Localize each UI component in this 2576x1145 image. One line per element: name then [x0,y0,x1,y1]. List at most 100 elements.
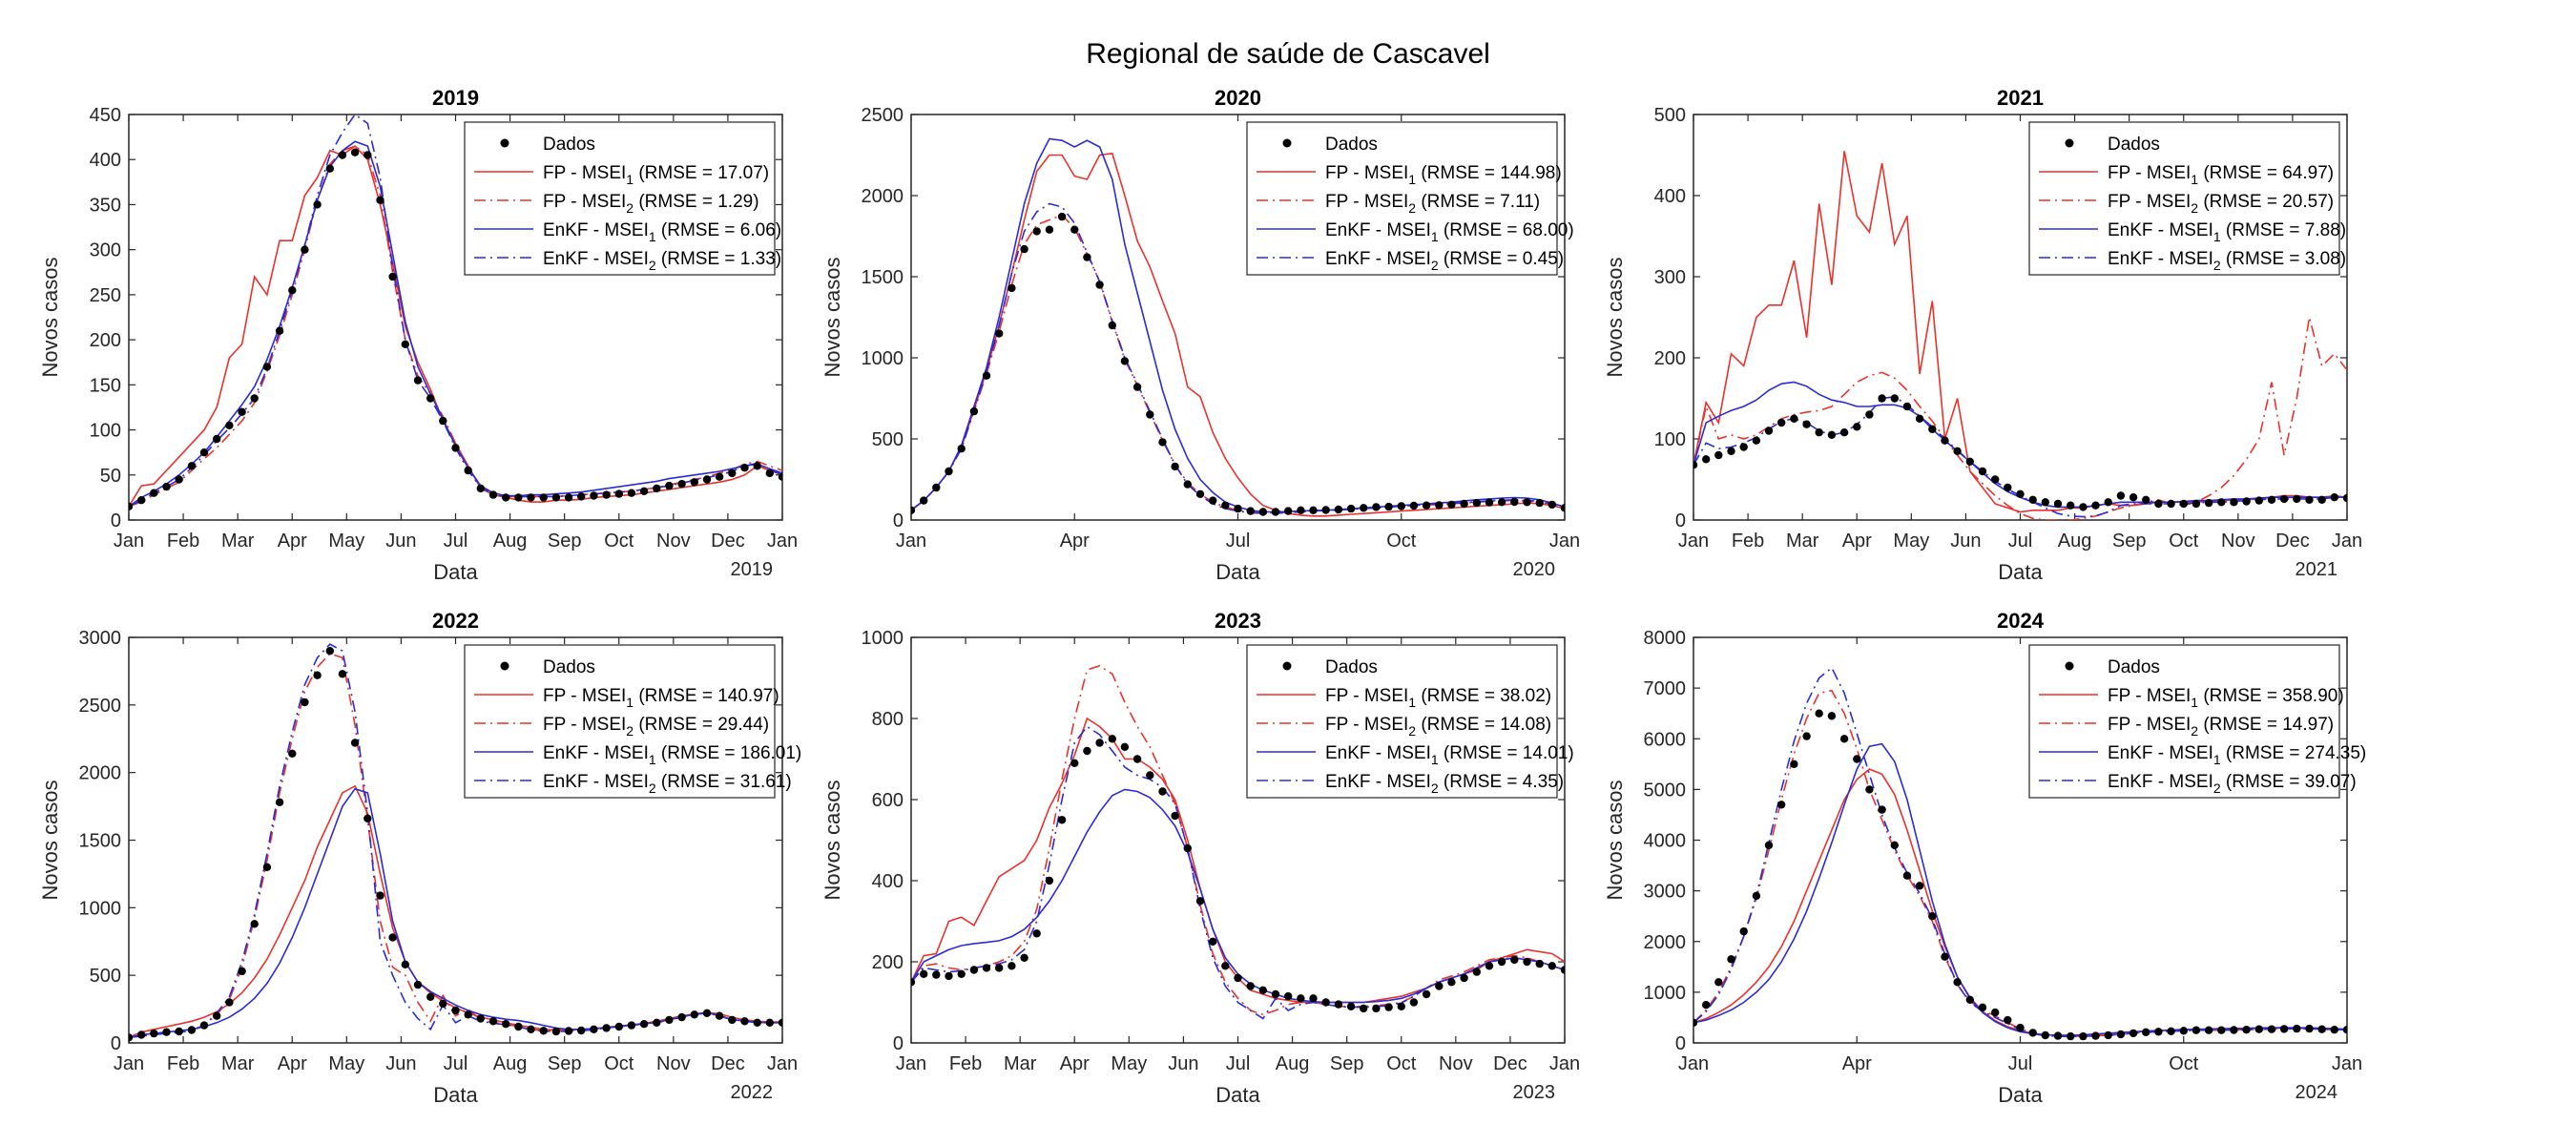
y-tick-label: 4000 [1644,831,1687,852]
data-point [2230,498,2238,507]
data-point [957,969,966,978]
data-point [313,200,322,209]
data-point [2230,1026,2238,1034]
data-point [753,462,761,470]
y-tick-label: 3000 [79,628,122,649]
legend: Dados FP - MSEI1 (RMSE = 38.02) FP - MSEI2… [1246,644,1574,799]
y-tick-label: 0 [111,510,121,531]
data-point [129,1033,134,1042]
data-point [602,1024,611,1032]
legend-label: Dados [1325,135,1378,155]
data-point [1360,1004,1368,1013]
legend-label: FP - MSEI1 (RMSE = 17.07) [543,163,769,187]
data-point [969,406,979,416]
data-point [199,448,209,457]
data-point [238,967,246,976]
data-point [2293,494,2301,504]
data-point [577,492,586,501]
data-point [1941,952,1949,961]
y-tick-label: 400 [90,150,121,171]
data-point [288,286,297,295]
data-point [325,647,334,656]
y-tick-label: 400 [872,871,904,892]
data-point [2317,495,2326,504]
y-tick-label: 6000 [1644,729,1687,750]
y-tick-label: 2000 [1644,932,1687,953]
data-point [2154,499,2163,509]
data-point [677,1012,686,1022]
data-point [1221,501,1230,510]
legend-label: Dados [543,657,595,677]
data-point [1271,989,1280,999]
data-point [1221,962,1230,970]
y-axis-label: Novos casos [1603,258,1627,378]
series-line-2 [911,664,1565,1016]
data-point [969,966,979,974]
data-point [665,1015,674,1025]
data-point [2091,1031,2100,1040]
panel-title: 2023 [1215,609,1261,633]
data-point [1777,418,1786,427]
x-axis-label: Data [1998,560,2043,584]
data-point [1334,505,1343,514]
panel-title: 2024 [1997,609,2045,633]
data-point [1827,712,1837,720]
legend-box [1246,121,1558,276]
data-point [1953,447,1962,455]
data-point [1560,504,1565,512]
data-point [577,1026,586,1035]
data-point [551,493,561,502]
legend-label: EnKF - MSEI2 (RMSE = 3.08) [2108,249,2346,273]
data-point [1209,496,1217,505]
data-point [690,478,698,487]
data-point [2028,1029,2037,1037]
data-point [602,490,611,499]
y-tick-label: 300 [90,240,121,261]
legend-marker-dot [1282,138,1292,148]
x-tick-label: Jan [767,531,798,552]
data-point [1560,966,1565,974]
plot-area [911,137,1565,517]
legend: Dados FP - MSEI1 (RMSE = 64.97) FP - MSEI2… [2028,121,2346,276]
y-tick-label: 50 [100,466,121,487]
data-point [476,1014,485,1023]
plot-area [911,664,1565,1020]
data-point [1032,929,1041,938]
data-point [1777,801,1786,809]
data-point [2116,1030,2126,1039]
data-point [2267,495,2276,504]
panel-title: 2022 [432,609,479,633]
data-point [1865,410,1874,419]
legend: Dados FP - MSEI1 (RMSE = 144.98) FP - MSEI… [1246,121,1574,276]
data-point [1334,1000,1343,1009]
data-point [702,1009,712,1018]
data-point [1032,227,1041,236]
data-point [238,407,246,416]
data-point [388,933,397,942]
data-point [1057,212,1067,221]
data-point [301,697,309,707]
data-point [401,960,409,968]
data-point [1409,998,1419,1007]
legend: Dados FP - MSEI1 (RMSE = 358.90) FP - MSEI… [2028,644,2366,799]
data-point [564,493,573,502]
data-point [137,496,146,505]
legend-label: FP - MSEI2 (RMSE = 20.57) [2108,192,2334,216]
data-point [1485,498,1494,507]
x-year-label: 2024 [2296,1082,2338,1103]
data-point [150,1029,158,1038]
y-tick-label: 250 [90,285,121,306]
data-point [1485,962,1494,970]
x-tick-label: Jan [114,531,144,552]
data-point [275,798,284,806]
data-point [2254,496,2263,505]
data-point [1183,843,1193,853]
data-point [1460,499,1468,509]
y-axis-label: Novos casos [821,781,844,901]
data-point [2342,493,2347,503]
data-point [2053,1031,2063,1040]
data-point [551,1027,561,1036]
data-point [1321,506,1330,514]
data-point [175,1027,183,1036]
data-point [1008,283,1016,293]
